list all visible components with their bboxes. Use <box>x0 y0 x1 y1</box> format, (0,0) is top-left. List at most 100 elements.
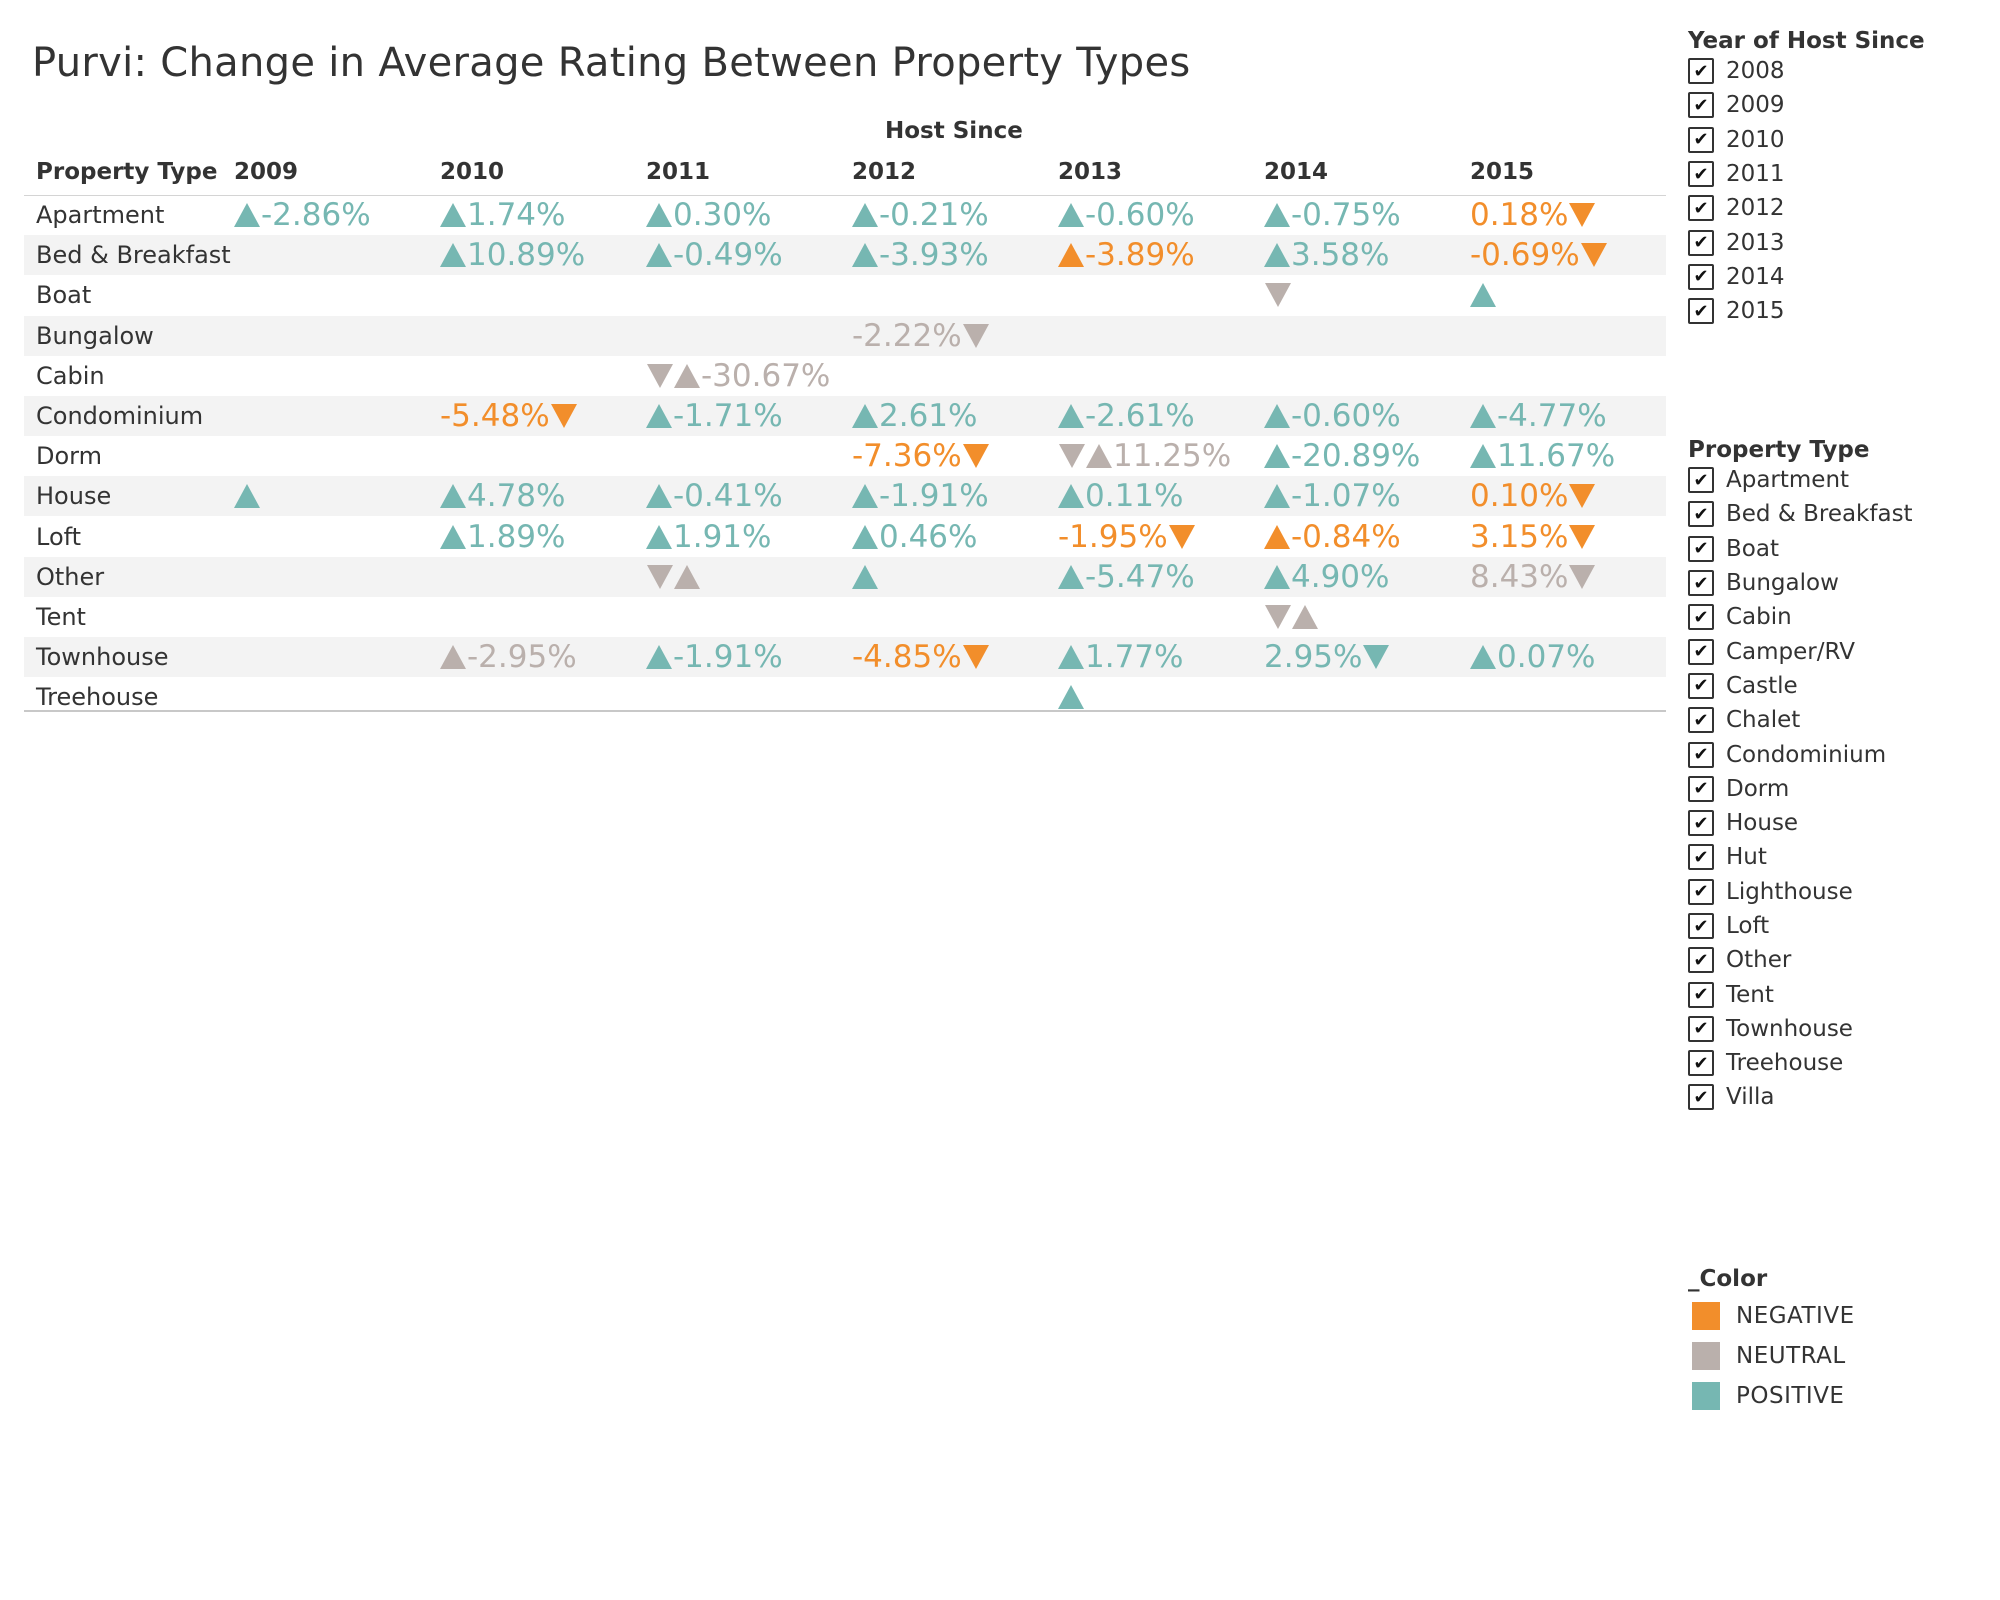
table-cell[interactable]: 1.74% <box>440 196 565 234</box>
property-type-filter-item[interactable]: ✔ Treehouse <box>1688 1046 1913 1080</box>
table-cell[interactable] <box>852 558 879 596</box>
table-cell[interactable]: -1.71% <box>646 397 783 435</box>
checkbox-checked-icon[interactable]: ✔ <box>1688 58 1714 85</box>
checkbox-checked-icon[interactable]: ✔ <box>1688 604 1714 631</box>
property-type-filter-item[interactable]: ✔ Villa <box>1688 1080 1913 1114</box>
checkbox-checked-icon[interactable]: ✔ <box>1688 467 1714 494</box>
table-cell[interactable]: 10.89% <box>440 236 585 274</box>
table-cell[interactable]: 8.43% <box>1470 558 1596 596</box>
table-cell[interactable]: 0.30% <box>646 196 771 234</box>
row-label[interactable]: Cabin <box>36 361 105 390</box>
table-cell[interactable]: -5.47% <box>1058 558 1195 596</box>
table-cell[interactable]: 1.89% <box>440 518 565 556</box>
checkbox-checked-icon[interactable]: ✔ <box>1688 535 1714 562</box>
checkbox-checked-icon[interactable]: ✔ <box>1688 672 1714 699</box>
table-cell[interactable]: 0.10% <box>1470 477 1596 515</box>
property-type-filter-item[interactable]: ✔ Chalet <box>1688 703 1913 737</box>
year-filter-item[interactable]: ✔ 2012 <box>1688 191 1925 225</box>
checkbox-checked-icon[interactable]: ✔ <box>1688 707 1714 734</box>
property-type-filter-item[interactable]: ✔ Condominium <box>1688 737 1913 771</box>
table-cell[interactable]: 4.78% <box>440 477 565 515</box>
table-cell[interactable]: -20.89% <box>1264 437 1420 475</box>
property-type-filter-item[interactable]: ✔ Bungalow <box>1688 566 1913 600</box>
property-type-filter-item[interactable]: ✔ Lighthouse <box>1688 875 1913 909</box>
property-type-filter-item[interactable]: ✔ Other <box>1688 943 1913 977</box>
table-cell[interactable]: -0.41% <box>646 477 783 515</box>
checkbox-checked-icon[interactable]: ✔ <box>1688 195 1714 222</box>
checkbox-checked-icon[interactable]: ✔ <box>1688 913 1714 939</box>
color-legend-item[interactable]: POSITIVE <box>1688 1376 1855 1416</box>
row-label[interactable]: Townhouse <box>36 643 169 672</box>
row-label[interactable]: House <box>36 482 112 511</box>
table-cell[interactable] <box>1264 598 1319 636</box>
checkbox-checked-icon[interactable]: ✔ <box>1688 1015 1714 1042</box>
year-filter-item[interactable]: ✔ 2010 <box>1688 123 1925 157</box>
checkbox-checked-icon[interactable]: ✔ <box>1688 263 1714 290</box>
table-cell[interactable] <box>1058 678 1085 716</box>
table-cell[interactable] <box>1264 276 1292 314</box>
table-cell[interactable]: 0.18% <box>1470 196 1596 234</box>
checkbox-checked-icon[interactable]: ✔ <box>1688 161 1714 188</box>
checkbox-checked-icon[interactable]: ✔ <box>1688 298 1714 325</box>
property-type-filter-item[interactable]: ✔ House <box>1688 806 1913 840</box>
table-cell[interactable] <box>1470 276 1497 314</box>
property-type-filter-item[interactable]: ✔ Cabin <box>1688 600 1913 634</box>
row-label[interactable]: Loft <box>36 522 82 551</box>
column-header-2011[interactable]: 2011 <box>646 159 711 185</box>
table-cell[interactable] <box>646 558 701 596</box>
column-header-2014[interactable]: 2014 <box>1264 159 1329 185</box>
checkbox-checked-icon[interactable]: ✔ <box>1688 775 1714 802</box>
table-cell[interactable]: -0.75% <box>1264 196 1401 234</box>
checkbox-checked-icon[interactable]: ✔ <box>1688 92 1714 119</box>
table-cell[interactable]: -4.77% <box>1470 397 1607 435</box>
year-filter-item[interactable]: ✔ 2008 <box>1688 54 1925 88</box>
table-cell[interactable]: 1.91% <box>646 518 771 556</box>
table-cell[interactable]: -0.49% <box>646 236 783 274</box>
checkbox-checked-icon[interactable]: ✔ <box>1688 501 1714 528</box>
year-filter-item[interactable]: ✔ 2009 <box>1688 88 1925 122</box>
table-cell[interactable]: 0.07% <box>1470 638 1595 676</box>
table-cell[interactable]: 11.67% <box>1470 437 1615 475</box>
table-cell[interactable]: 3.15% <box>1470 518 1596 556</box>
checkbox-checked-icon[interactable]: ✔ <box>1688 878 1714 905</box>
property-type-filter-item[interactable]: ✔ Apartment <box>1688 463 1913 497</box>
year-filter-item[interactable]: ✔ 2011 <box>1688 157 1925 191</box>
property-type-filter-item[interactable]: ✔ Townhouse <box>1688 1012 1913 1046</box>
row-label[interactable]: Bed & Breakfast <box>36 241 231 270</box>
checkbox-checked-icon[interactable]: ✔ <box>1688 947 1714 974</box>
checkbox-checked-icon[interactable]: ✔ <box>1688 981 1714 1008</box>
property-type-filter-item[interactable]: ✔ Castle <box>1688 669 1913 703</box>
column-header-2010[interactable]: 2010 <box>440 159 505 185</box>
row-label[interactable]: Other <box>36 562 105 591</box>
row-label[interactable]: Apartment <box>36 201 165 229</box>
table-cell[interactable]: -0.60% <box>1058 196 1195 234</box>
table-cell[interactable] <box>234 477 261 515</box>
property-type-filter-item[interactable]: ✔ Loft <box>1688 909 1913 943</box>
checkbox-checked-icon[interactable]: ✔ <box>1688 570 1714 597</box>
table-cell[interactable]: 11.25% <box>1058 437 1231 475</box>
column-header-2013[interactable]: 2013 <box>1058 159 1123 185</box>
table-cell[interactable]: 1.77% <box>1058 638 1183 676</box>
table-cell[interactable]: -30.67% <box>646 357 830 395</box>
row-label[interactable]: Condominium <box>36 402 204 430</box>
checkbox-checked-icon[interactable]: ✔ <box>1688 638 1714 665</box>
table-cell[interactable]: -2.86% <box>234 196 371 234</box>
checkbox-checked-icon[interactable]: ✔ <box>1688 810 1714 837</box>
checkbox-checked-icon[interactable]: ✔ <box>1688 844 1714 871</box>
checkbox-checked-icon[interactable]: ✔ <box>1688 229 1714 256</box>
table-cell[interactable]: -1.91% <box>852 477 989 515</box>
property-type-filter-item[interactable]: ✔ Dorm <box>1688 772 1913 806</box>
row-header-property-type[interactable]: Property Type <box>36 159 218 185</box>
table-cell[interactable]: -5.48% <box>440 397 578 435</box>
table-cell[interactable]: -4.85% <box>852 638 990 676</box>
table-cell[interactable]: 4.90% <box>1264 558 1389 596</box>
year-filter-item[interactable]: ✔ 2013 <box>1688 225 1925 259</box>
column-header-2015[interactable]: 2015 <box>1470 159 1535 185</box>
table-cell[interactable]: -1.07% <box>1264 477 1401 515</box>
row-label[interactable]: Boat <box>36 281 92 310</box>
table-cell[interactable]: -3.89% <box>1058 236 1195 274</box>
checkbox-checked-icon[interactable]: ✔ <box>1688 126 1714 153</box>
table-cell[interactable]: -0.21% <box>852 196 989 234</box>
table-cell[interactable]: -3.93% <box>852 236 989 274</box>
column-header-2009[interactable]: 2009 <box>234 159 299 185</box>
